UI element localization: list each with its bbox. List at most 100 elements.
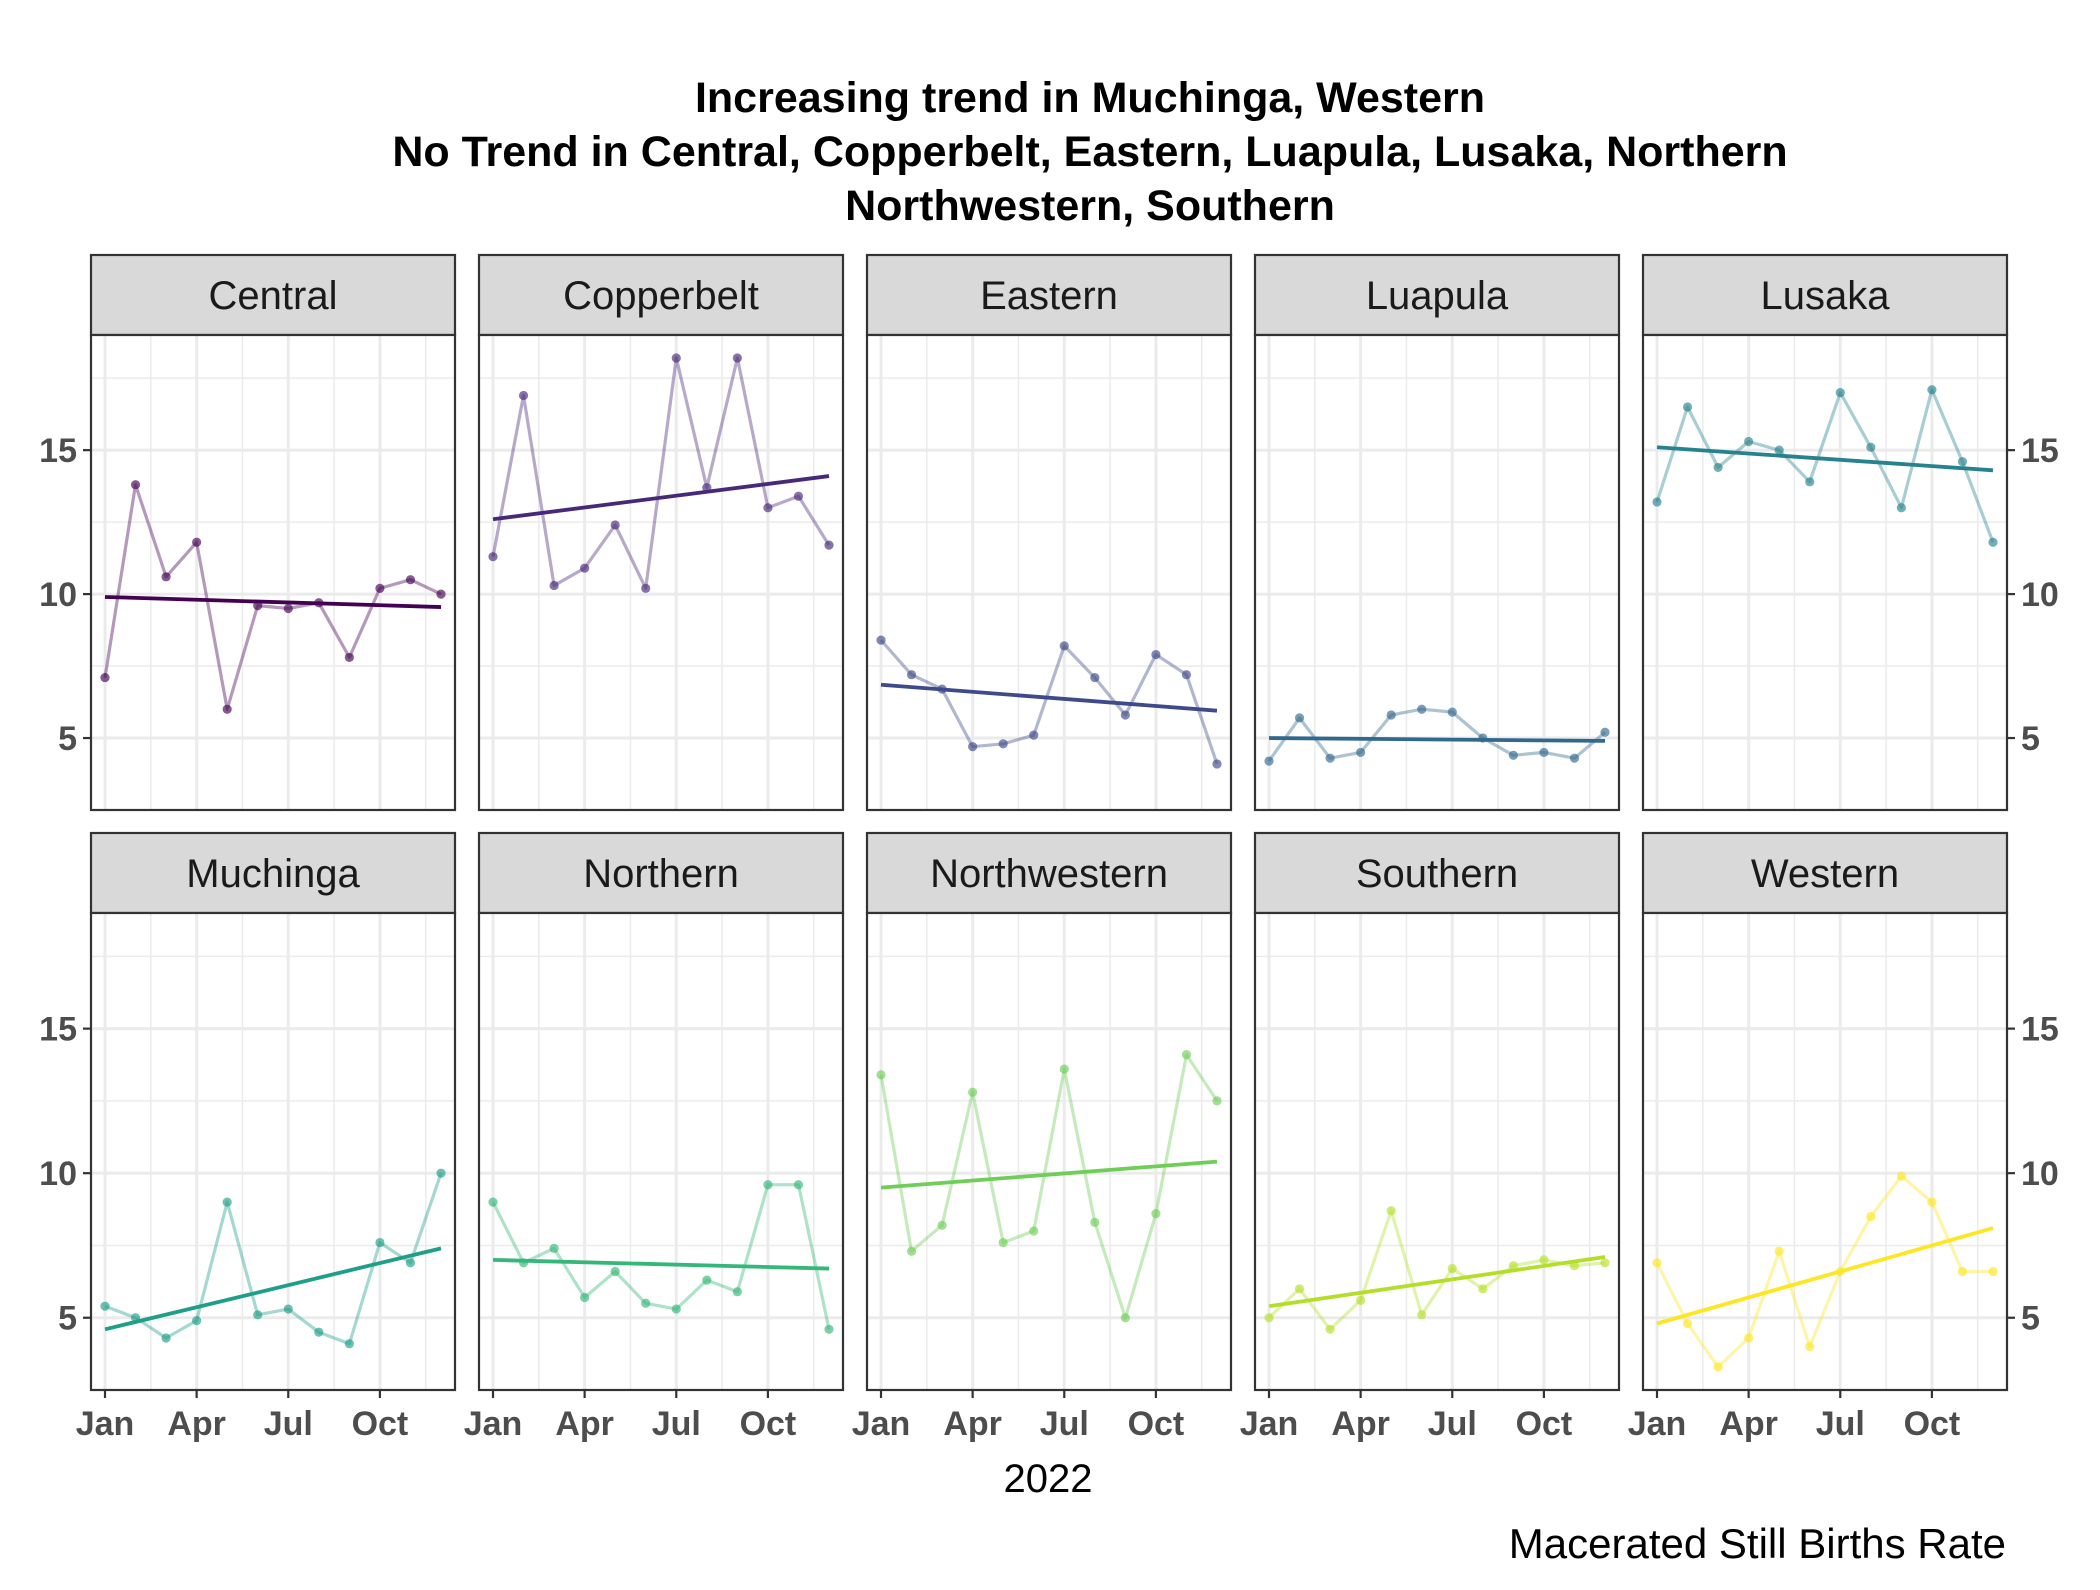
data-point	[1539, 1255, 1549, 1265]
facet-strip	[865, 253, 1233, 337]
data-point	[876, 635, 886, 645]
data-point	[518, 390, 529, 401]
facet-strip-label: Eastern	[980, 274, 1118, 318]
data-point	[1682, 1318, 1693, 1329]
x-tick-label: Apr	[1719, 1405, 1778, 1443]
panel-border	[89, 333, 457, 812]
facet-strip-label: Copperbelt	[563, 274, 759, 318]
series-line-western	[1655, 1174, 1993, 1369]
trend-line-central	[104, 595, 442, 609]
facet-strip-label: Central	[209, 274, 338, 318]
facet-panels: Central Copperbelt Eastern Luapula Lusaka Muc…	[89, 253, 2009, 1392]
data-point	[1508, 1261, 1518, 1271]
data-point	[1988, 1266, 1998, 1277]
data-point	[998, 1237, 1008, 1248]
plot-background	[479, 335, 843, 810]
chart-title-line-3: Northwestern, Southern	[845, 182, 1335, 230]
x-tick-label: Oct	[1516, 1405, 1573, 1443]
data-point	[1356, 747, 1366, 758]
facet-strip	[1253, 253, 1621, 337]
gridlines	[91, 335, 455, 811]
facet-strip-label: Southern	[1356, 852, 1518, 896]
data-point	[549, 1243, 559, 1253]
data-point	[405, 1258, 416, 1268]
data-point	[1212, 759, 1222, 769]
x-tick-label: Apr	[555, 1405, 614, 1443]
data-point	[1294, 1284, 1305, 1294]
trend-line-copperbelt	[492, 474, 830, 522]
data-point	[1478, 1284, 1488, 1294]
chart-title-line-2: No Trend in Central, Copperbelt, Eastern…	[392, 128, 1787, 176]
data-point	[1600, 727, 1610, 737]
data-point	[1417, 1310, 1427, 1320]
data-point	[436, 589, 446, 599]
data-point	[610, 1266, 620, 1277]
x-axis-label: 2022	[1004, 1457, 1093, 1501]
data-point	[161, 572, 171, 582]
data-point	[192, 1316, 202, 1326]
data-point	[283, 603, 293, 614]
plot-background	[867, 913, 1231, 1390]
gridlines	[867, 913, 1231, 1391]
y-tick-label: 15	[39, 1011, 77, 1049]
x-tick-label: Jul	[264, 1405, 313, 1443]
y-tick-label: 10	[39, 576, 77, 614]
x-tick-label: Oct	[352, 1405, 409, 1443]
data-point	[375, 583, 385, 593]
series-line-central	[103, 483, 442, 711]
data-point	[344, 1339, 354, 1349]
y-tick-label: 15	[2021, 432, 2059, 470]
data-point	[130, 480, 141, 490]
data-point	[1988, 537, 1998, 547]
panel-border	[89, 911, 457, 1392]
x-tick-label: Jan	[852, 1405, 911, 1443]
data-point	[1600, 1258, 1610, 1268]
data-point	[732, 1287, 742, 1297]
facet-strip-label: Muchinga	[186, 852, 360, 896]
panel-border	[477, 333, 845, 812]
data-point	[1866, 442, 1876, 452]
facet-strip-label: Luapula	[1366, 274, 1509, 318]
panel-border	[1641, 911, 2009, 1392]
trend-line-northern	[492, 1258, 830, 1271]
y-tick-label: 15	[2021, 1011, 2059, 1049]
data-point	[549, 580, 559, 591]
data-point	[793, 491, 804, 501]
facet-northern: Northern	[477, 831, 845, 1392]
gridlines	[1643, 913, 2007, 1391]
trend-line-muchinga	[104, 1246, 442, 1332]
data-point	[314, 1327, 324, 1337]
data-point	[192, 537, 202, 547]
data-point	[906, 1246, 917, 1256]
data-point	[1212, 1096, 1222, 1106]
facet-muchinga: Muchinga	[89, 831, 457, 1392]
data-point	[1264, 756, 1274, 766]
facet-luapula: Luapula	[1253, 253, 1621, 812]
series-line-northern	[491, 1183, 831, 1330]
data-point	[283, 1304, 293, 1314]
data-point	[1264, 1313, 1274, 1323]
y-tick-label: 5	[58, 1300, 77, 1338]
data-point	[1957, 457, 1968, 467]
data-point	[1325, 753, 1335, 763]
chart-title: Increasing trend in Muchinga, Western No…	[392, 74, 1787, 230]
data-point	[1181, 670, 1192, 680]
trend-line-luapula	[1268, 736, 1606, 743]
y-tick-label: 5	[2021, 720, 2040, 758]
x-tick-label: Jan	[76, 1405, 135, 1443]
data-point	[1029, 730, 1039, 740]
x-tick-label: Apr	[943, 1405, 1002, 1443]
y-tick-label: 5	[2021, 1300, 2040, 1338]
x-tick-label: Jan	[1628, 1405, 1687, 1443]
data-point	[937, 1220, 947, 1230]
plot-background	[1255, 335, 1619, 810]
data-point	[488, 1197, 498, 1207]
data-point	[824, 540, 834, 550]
data-point	[702, 1275, 712, 1285]
series-line-luapula	[1267, 707, 1607, 763]
data-point	[1927, 385, 1937, 395]
data-point	[1386, 710, 1396, 720]
panel-border	[477, 911, 845, 1392]
data-point	[1539, 747, 1549, 758]
y-tick-label: 10	[39, 1155, 77, 1193]
